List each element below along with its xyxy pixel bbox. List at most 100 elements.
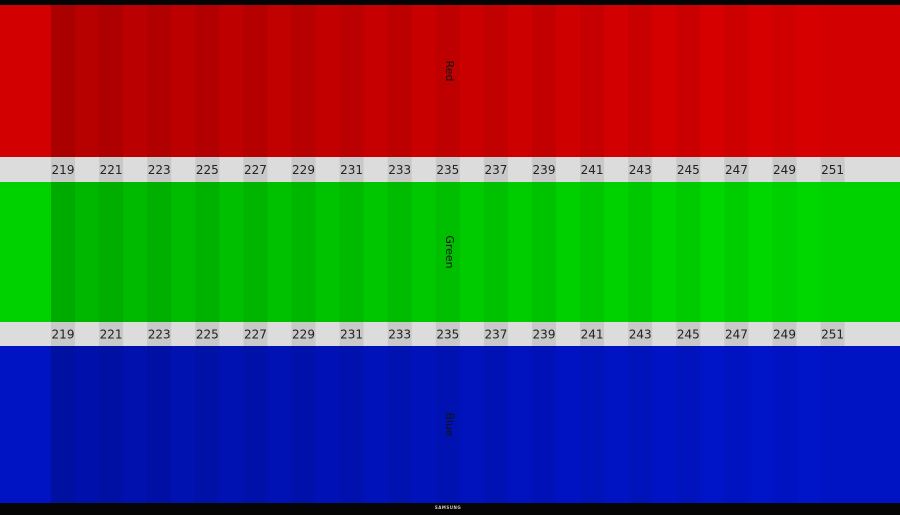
value-label: 221 <box>100 163 123 177</box>
stripe <box>724 5 749 157</box>
value-label: 237 <box>484 328 507 342</box>
value-label: 245 <box>677 163 700 177</box>
stripe <box>411 5 437 157</box>
label-cell <box>195 157 220 182</box>
stripe <box>195 182 220 322</box>
value-label: 239 <box>533 328 556 342</box>
stripe <box>820 182 846 322</box>
stripe <box>628 182 653 322</box>
label-cell <box>580 322 605 346</box>
stripe <box>123 346 148 503</box>
value-label: 249 <box>773 163 796 177</box>
value-label: 229 <box>292 163 315 177</box>
stripe <box>507 5 533 157</box>
value-label: 247 <box>725 328 748 342</box>
stripe <box>219 5 244 157</box>
stripe <box>363 346 389 503</box>
label-cell <box>628 157 653 182</box>
label-cell <box>483 157 508 182</box>
stripe <box>507 182 533 322</box>
label-cell <box>387 322 412 346</box>
label-cell <box>628 322 653 346</box>
stripe <box>748 5 773 157</box>
stripe <box>123 182 148 322</box>
stripe <box>676 182 701 322</box>
label-cell <box>483 322 508 346</box>
label-cell <box>724 322 749 346</box>
value-label: 219 <box>52 328 75 342</box>
label-cell <box>195 322 220 346</box>
stripe <box>50 346 76 503</box>
value-label: 231 <box>340 163 363 177</box>
stripe <box>796 182 822 322</box>
stripe <box>748 182 773 322</box>
label-cell <box>435 157 460 182</box>
stripe <box>147 346 172 503</box>
stripe <box>243 182 268 322</box>
stripe <box>628 5 653 157</box>
brand-logo: SAMSUNG <box>435 505 461 510</box>
stripe <box>387 182 413 322</box>
stripe <box>363 182 389 322</box>
value-label: 225 <box>196 163 219 177</box>
value-label: 247 <box>725 163 748 177</box>
stripe <box>387 5 413 157</box>
value-label: 249 <box>773 328 796 342</box>
stripe <box>628 346 653 503</box>
label-cell <box>147 157 172 182</box>
stripe <box>652 182 677 322</box>
value-label: 219 <box>52 163 75 177</box>
value-label: 235 <box>436 328 459 342</box>
stripe <box>507 346 533 503</box>
stripe <box>676 5 701 157</box>
label-cell <box>435 322 460 346</box>
stripe <box>291 5 317 157</box>
value-label: 241 <box>581 328 604 342</box>
stripe <box>267 346 292 503</box>
stripe <box>147 182 172 322</box>
stripe <box>243 346 268 503</box>
stripe <box>435 5 461 157</box>
stripe <box>195 5 220 157</box>
stripe <box>531 346 557 503</box>
stripe <box>604 5 629 157</box>
stripe <box>291 346 317 503</box>
stripe <box>820 5 846 157</box>
stripe <box>171 346 196 503</box>
stripe <box>556 182 581 322</box>
value-label: 221 <box>100 328 123 342</box>
stripe <box>219 182 244 322</box>
stripe <box>171 182 196 322</box>
label-cell <box>291 157 316 182</box>
stripe <box>652 5 677 157</box>
value-label: 233 <box>388 163 411 177</box>
label-cell <box>772 157 797 182</box>
value-label: 241 <box>581 163 604 177</box>
stripe <box>291 182 317 322</box>
stripe <box>99 5 124 157</box>
stripe <box>315 5 341 157</box>
stripe <box>483 182 509 322</box>
label-cell <box>531 157 557 182</box>
stripe <box>700 182 725 322</box>
label-cell <box>724 157 749 182</box>
stripe <box>75 5 100 157</box>
stripe <box>75 346 100 503</box>
value-label: 225 <box>196 328 219 342</box>
value-label: 223 <box>148 328 171 342</box>
label-cell <box>243 157 268 182</box>
stripe <box>724 346 749 503</box>
value-label: 251 <box>821 328 844 342</box>
label-cell <box>243 322 268 346</box>
stripe <box>772 5 798 157</box>
stripe <box>604 182 629 322</box>
stripe <box>267 182 292 322</box>
label-cell <box>387 157 412 182</box>
value-label: 243 <box>629 328 652 342</box>
stripe <box>171 5 196 157</box>
band-label: Green <box>443 235 456 268</box>
stripe <box>580 5 605 157</box>
value-label: 233 <box>388 328 411 342</box>
stripe <box>459 346 485 503</box>
